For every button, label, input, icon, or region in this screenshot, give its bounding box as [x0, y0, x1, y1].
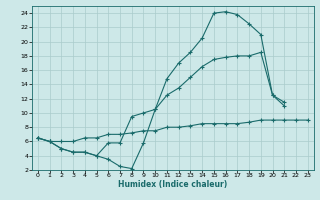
X-axis label: Humidex (Indice chaleur): Humidex (Indice chaleur) [118, 180, 228, 189]
